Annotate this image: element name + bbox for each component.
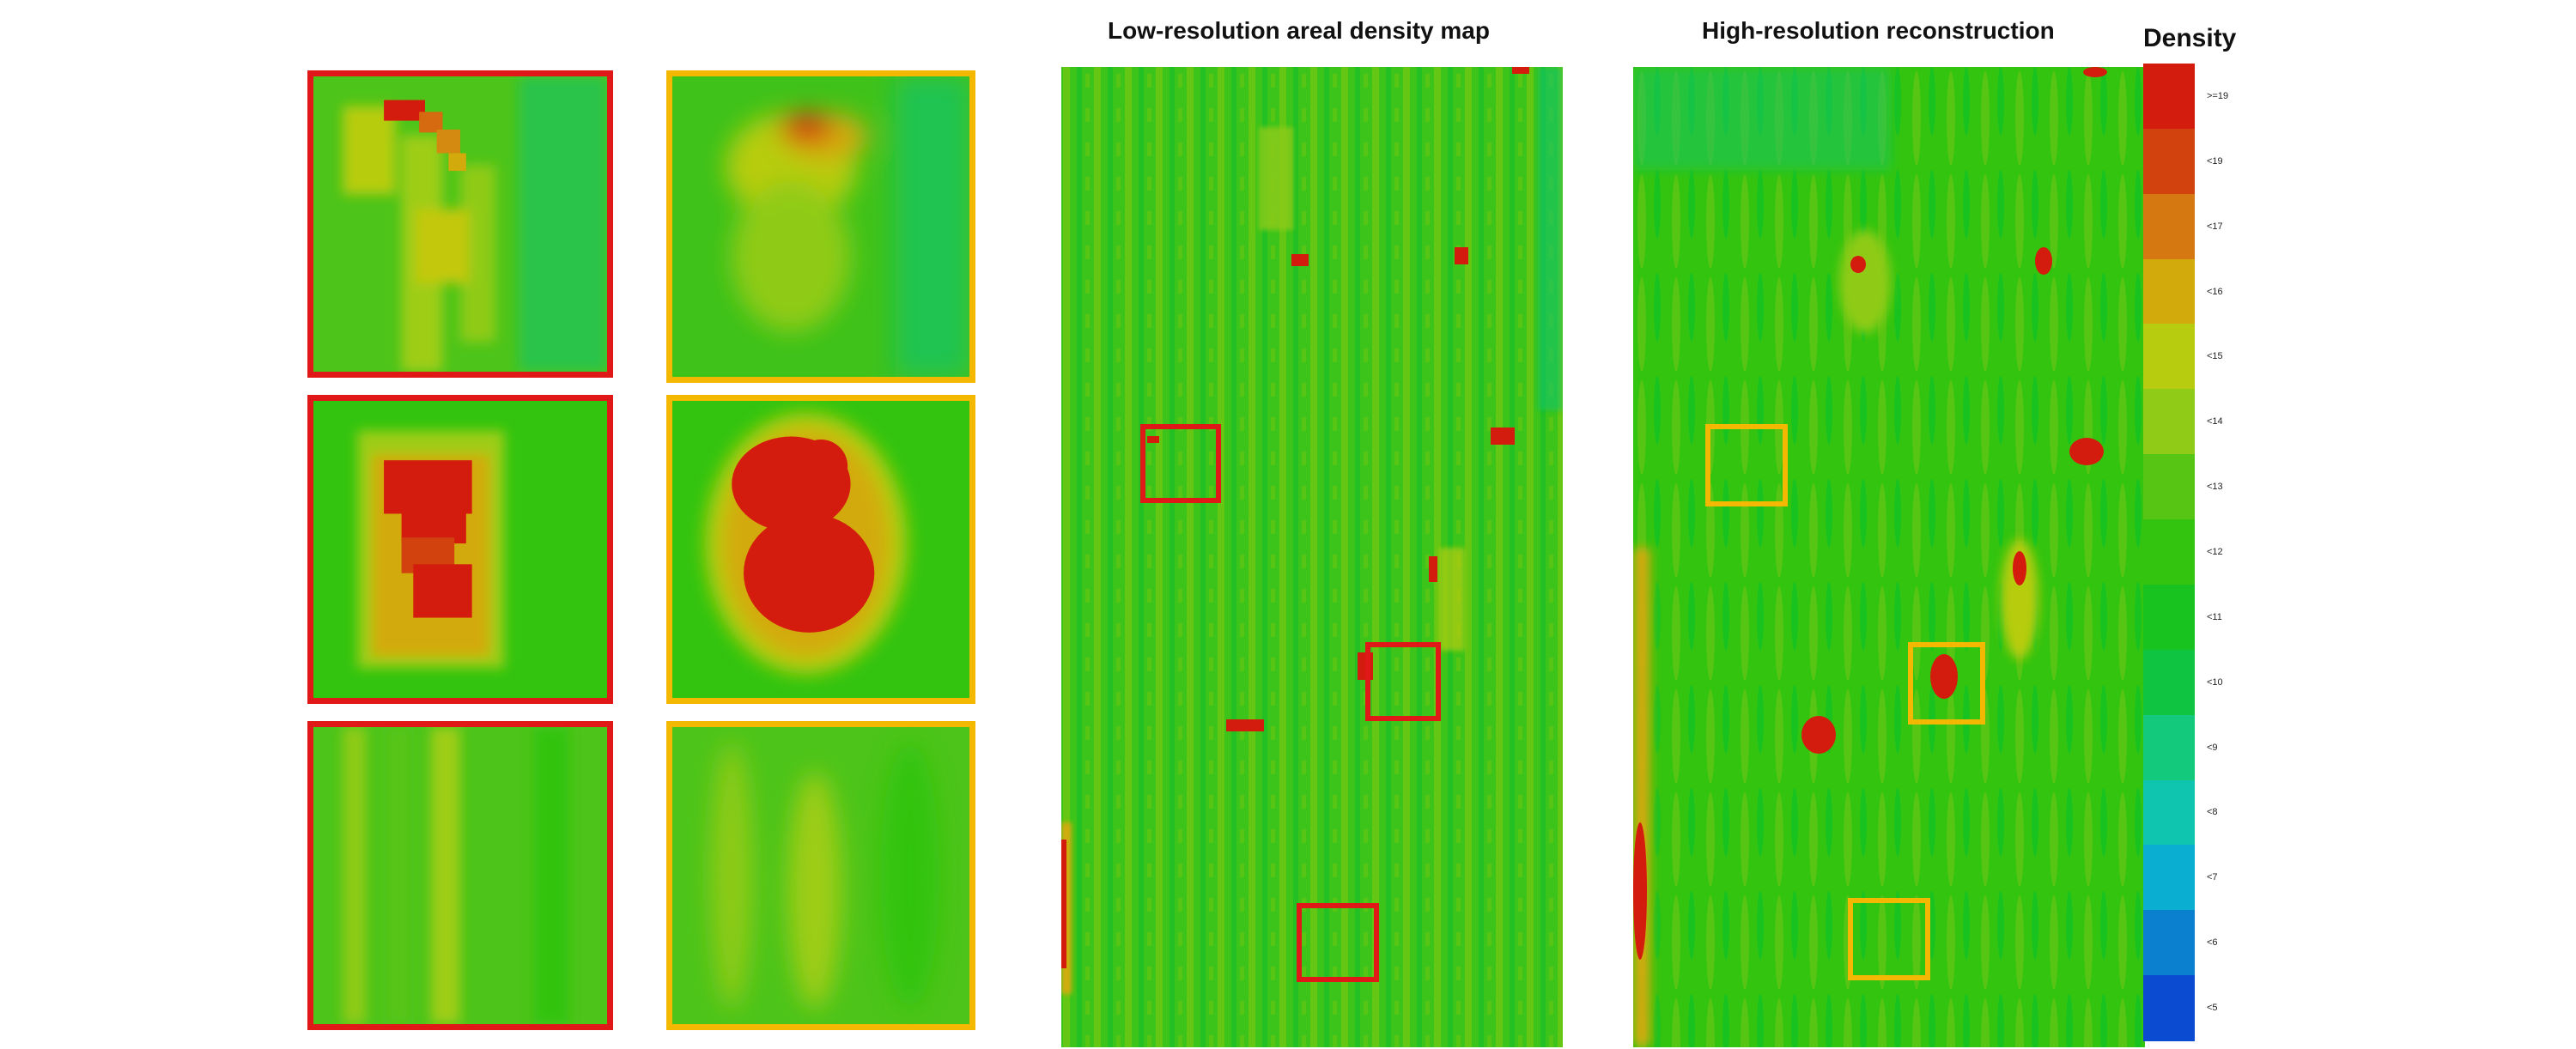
zoom-tile-low-2: [307, 395, 613, 704]
zoom-tile-high-3: [666, 721, 975, 1030]
legend-swatch: [2143, 910, 2195, 977]
zoom-tile-high-2: [666, 395, 975, 704]
legend-swatch: [2143, 714, 2195, 781]
legend-swatch: [2143, 389, 2195, 456]
legend-tick-label: <19: [2207, 155, 2223, 167]
legend-title: Density: [2143, 24, 2237, 52]
zoom-tile-low-3-image: [313, 727, 607, 1024]
high-resolution-map-image: [1633, 67, 2145, 1047]
low-res-marker-3: [1297, 903, 1379, 982]
zoom-tile-low-2-image: [313, 401, 607, 698]
legend-tick-label: <17: [2207, 221, 2223, 232]
high-resolution-reconstruction-map: [1633, 67, 2145, 1047]
legend-swatch: [2143, 324, 2195, 391]
zoom-tile-low-3: [307, 721, 613, 1030]
legend-tick-label: <14: [2207, 416, 2223, 427]
high-resolution-title: High-resolution reconstruction: [1702, 17, 2055, 44]
legend-tick-label: <16: [2207, 286, 2223, 297]
legend-swatch: [2143, 519, 2195, 585]
legend-tick-label: <13: [2207, 482, 2223, 493]
legend-tick-label: <10: [2207, 676, 2223, 688]
low-resolution-title: Low-resolution areal density map: [1108, 17, 1490, 44]
legend-swatch: [2143, 258, 2195, 325]
low-resolution-map-image: [1061, 67, 1563, 1047]
legend-swatch: [2143, 649, 2195, 716]
legend-tick-label: <5: [2207, 1003, 2218, 1014]
legend-swatch: [2143, 128, 2195, 195]
legend-tick-label: <12: [2207, 547, 2223, 557]
legend-tick-label: <11: [2207, 611, 2222, 622]
legend-swatch: [2143, 454, 2195, 521]
zoom-tile-high-1-image: [672, 76, 969, 377]
zoom-tile-high-2-image: [672, 401, 969, 698]
legend-tick-label: <9: [2207, 742, 2218, 753]
zoom-tile-low-1-image: [313, 76, 607, 372]
legend-tick-label: <6: [2207, 937, 2218, 949]
legend-swatch: [2143, 779, 2195, 846]
legend-swatch: [2143, 584, 2195, 651]
legend-swatch: [2143, 975, 2195, 1041]
legend-swatch: [2143, 845, 2195, 912]
legend-tick-label: >=19: [2207, 90, 2229, 101]
zoom-tile-low-1: [307, 70, 613, 378]
legend-tick-label: <15: [2207, 351, 2223, 362]
high-res-marker-2: [1908, 642, 1985, 725]
low-resolution-density-map: [1061, 67, 1563, 1047]
low-res-marker-1: [1140, 424, 1221, 503]
zoom-tile-high-1: [666, 70, 975, 383]
legend-swatch: [2143, 64, 2195, 130]
density-color-scale: [2143, 64, 2195, 1041]
legend-tick-label: <7: [2207, 872, 2218, 883]
low-res-marker-2: [1365, 642, 1441, 721]
zoom-tile-high-3-image: [672, 727, 969, 1024]
high-res-marker-3: [1848, 898, 1930, 980]
legend-tick-label: <8: [2207, 807, 2218, 818]
legend-swatch: [2143, 193, 2195, 260]
high-res-marker-1: [1705, 424, 1788, 506]
